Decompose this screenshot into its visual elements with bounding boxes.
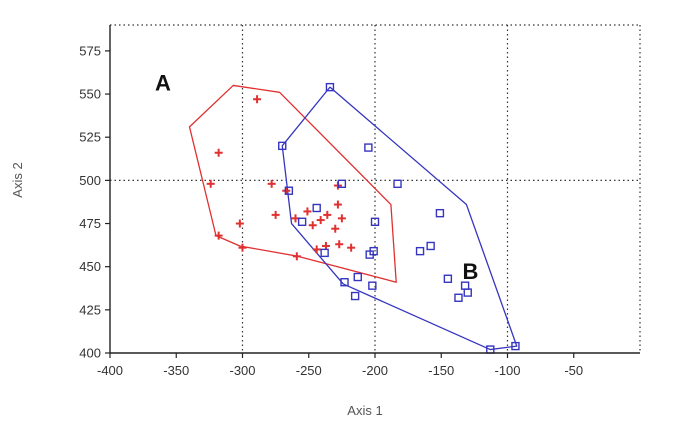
point-square bbox=[463, 288, 472, 297]
x-tick-label: -50 bbox=[564, 363, 583, 378]
point-square bbox=[284, 186, 294, 195]
point-square bbox=[312, 203, 321, 213]
point-square bbox=[454, 293, 463, 302]
grid-lines bbox=[110, 24, 641, 353]
point-plus bbox=[253, 95, 262, 104]
convex-hulls bbox=[188, 84, 518, 351]
point-square bbox=[278, 141, 287, 151]
y-tick-label: 575 bbox=[79, 43, 101, 58]
hull-a bbox=[188, 84, 397, 283]
axis-ticks: -400 -350 -300 -250 -200 -150 -100 -50 400 425 450… bbox=[79, 43, 583, 378]
point-square bbox=[325, 82, 335, 92]
point-square bbox=[340, 278, 349, 287]
point-square bbox=[368, 281, 377, 290]
point-plus bbox=[337, 214, 346, 223]
point-square bbox=[353, 272, 362, 282]
point-square bbox=[393, 179, 402, 189]
y-tick-label: 425 bbox=[79, 302, 101, 317]
point-plus bbox=[214, 231, 223, 240]
point-square bbox=[511, 341, 520, 351]
data-points bbox=[206, 82, 520, 354]
point-plus bbox=[333, 200, 342, 209]
point-square bbox=[435, 208, 445, 218]
x-tick-label: -300 bbox=[229, 363, 255, 378]
point-plus bbox=[267, 179, 276, 188]
point-plus bbox=[271, 210, 280, 219]
y-tick-label: 500 bbox=[79, 173, 101, 188]
point-square bbox=[320, 248, 329, 258]
point-square bbox=[365, 250, 374, 259]
group-annotations: AB bbox=[155, 71, 478, 284]
point-plus bbox=[331, 224, 340, 233]
series-a bbox=[206, 95, 356, 261]
point-square bbox=[415, 246, 425, 256]
x-tick-label: -400 bbox=[97, 363, 123, 378]
x-tick-label: -150 bbox=[428, 363, 454, 378]
x-axis-title: Axis 1 bbox=[347, 403, 382, 418]
point-plus bbox=[206, 179, 215, 188]
point-square bbox=[443, 274, 453, 283]
y-tick-label: 400 bbox=[79, 346, 101, 361]
group-label-b: B bbox=[462, 259, 478, 284]
point-square bbox=[350, 291, 360, 301]
point-plus bbox=[312, 245, 321, 254]
point-plus bbox=[303, 207, 312, 216]
y-tick-label: 525 bbox=[79, 130, 101, 145]
series-b bbox=[278, 82, 520, 354]
point-square bbox=[370, 217, 380, 227]
point-plus bbox=[238, 243, 247, 252]
point-plus bbox=[292, 252, 301, 261]
y-tick-label: 450 bbox=[79, 259, 101, 274]
point-square bbox=[426, 241, 435, 251]
x-tick-label: -100 bbox=[494, 363, 520, 378]
point-square bbox=[297, 217, 307, 227]
point-plus bbox=[316, 216, 325, 225]
group-label-a: A bbox=[155, 71, 171, 96]
point-plus bbox=[282, 186, 291, 195]
x-tick-label: -200 bbox=[362, 363, 388, 378]
y-tick-label: 550 bbox=[79, 87, 101, 102]
x-tick-label: -350 bbox=[163, 363, 189, 378]
point-plus bbox=[235, 219, 244, 228]
x-tick-label: -250 bbox=[296, 363, 322, 378]
y-tick-label: 475 bbox=[79, 216, 101, 231]
point-plus bbox=[335, 240, 344, 249]
point-square bbox=[364, 143, 373, 152]
point-plus bbox=[323, 210, 332, 219]
point-plus bbox=[308, 221, 317, 230]
point-plus bbox=[321, 241, 330, 250]
point-square bbox=[337, 179, 347, 189]
y-axis-title: Axis 2 bbox=[10, 162, 25, 197]
point-plus bbox=[214, 148, 223, 157]
hull-b bbox=[281, 86, 518, 351]
point-plus bbox=[347, 243, 356, 252]
